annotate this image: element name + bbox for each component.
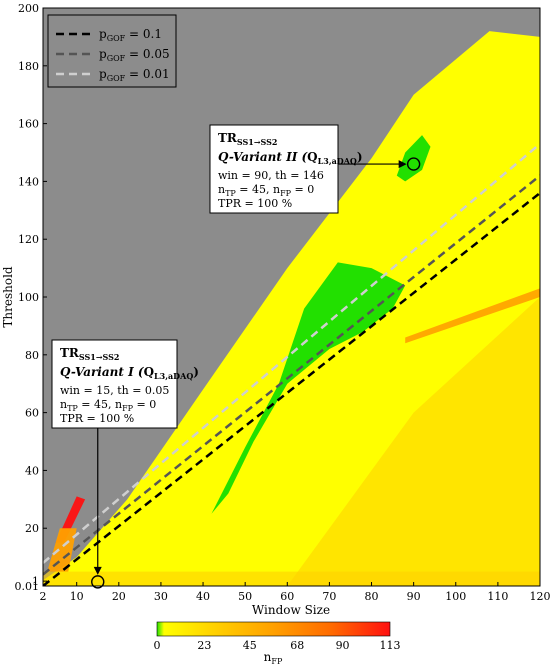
annotation-upper-title: TRSS1→SS2 [218, 131, 278, 147]
y-axis-label: Threshold [1, 266, 15, 328]
x-tick-label-12: 120 [530, 590, 550, 603]
colorbar-tick-label-1: 23 [197, 639, 211, 652]
annotation-lower-title: TRSS1→SS2 [60, 346, 120, 362]
y-tick-label-5: 80 [25, 349, 39, 362]
annotation-upper-box [209, 124, 339, 214]
x-tick-label-11: 110 [487, 590, 508, 603]
x-tick-label-0: 2 [40, 590, 47, 603]
legend-label-1: pGOF = 0.05 [99, 47, 170, 63]
series-lines [43, 142, 540, 586]
colorbar-tick-label-2: 45 [243, 639, 257, 652]
colorbar-tick-label-3: 68 [290, 639, 304, 652]
y-tick-label-2: 20 [25, 522, 39, 535]
colorbar-label: nFP [264, 650, 283, 666]
x-tick-label-8: 80 [365, 590, 379, 603]
region-green [211, 262, 406, 514]
y-tick-label-7: 120 [18, 233, 39, 246]
region-bottom-band [43, 571, 540, 586]
y-tick-label-3: 40 [25, 464, 39, 477]
annotation-lower-line2: nTP = 45, nFP = 0 [60, 398, 156, 413]
colorbar: 0 23 45 68 90 113 nFP [154, 621, 401, 666]
y-tick-label-1: 1 [32, 575, 39, 588]
annotation-lower-marker [91, 575, 105, 589]
annotation-upper-marker [406, 157, 421, 171]
y-tick-label-8: 140 [18, 175, 39, 188]
x-tick-label-2: 20 [112, 590, 126, 603]
y-tick-label-9: 160 [18, 118, 39, 131]
series-line-1 [43, 174, 540, 576]
x-tick-label-3: 30 [154, 590, 168, 603]
x-tick-label-5: 50 [238, 590, 252, 603]
x-axis-label: Window Size [252, 603, 330, 617]
x-tick-label-9: 90 [407, 590, 421, 603]
annotation-upper-line3: TPR = 100 % [218, 197, 292, 210]
x-tick-label-6: 60 [280, 590, 294, 603]
annotation-lower-variant: Q-Variant I (QL3,aDAQ) [60, 365, 199, 381]
colorbar-ticks: 0 23 45 68 90 113 [154, 639, 401, 652]
region-orange-patch [47, 528, 77, 572]
annotation-lower-arrowhead [93, 566, 102, 575]
colorbar-bar [156, 621, 391, 637]
legend-label-2: pGOF = 0.01 [99, 67, 170, 83]
y-tick-label-0: 0.01 [15, 580, 40, 593]
region-orange-streak [405, 288, 540, 344]
annotation-lower-box [51, 339, 178, 429]
y-tick-label-10: 180 [18, 60, 39, 73]
y-tick-label-11: 200 [18, 2, 39, 15]
region-yellow-orange [287, 297, 540, 586]
y-tick-label-4: 60 [25, 407, 39, 420]
annotation-lower-line3: TPR = 100 % [60, 412, 134, 425]
x-tick-label-4: 40 [196, 590, 210, 603]
annotation-upper: TRSS1→SS2 Q-Variant II (QL3,aDAQ) win = … [209, 124, 421, 214]
annotation-lower: TRSS1→SS2 Q-Variant I (QL3,aDAQ) win = 1… [51, 339, 199, 589]
annotation-upper-line1: win = 90, th = 146 [218, 169, 324, 182]
x-tick-label-1: 10 [70, 590, 84, 603]
annotation-upper-variant: Q-Variant II (QL3,aDAQ) [218, 150, 363, 166]
y-tick-label-6: 100 [18, 291, 39, 304]
annotation-lower-line1: win = 15, th = 0.05 [60, 384, 169, 397]
colorbar-tick-label-4: 90 [336, 639, 350, 652]
legend-label-0: pGOF = 0.1 [99, 27, 162, 43]
x-tick-label-7: 70 [322, 590, 336, 603]
series-line-0 [43, 191, 540, 586]
annotation-upper-line2: nTP = 45, nFP = 0 [218, 183, 314, 198]
x-tick-label-10: 100 [445, 590, 466, 603]
legend: pGOF = 0.1 pGOF = 0.05 pGOF = 0.01 [47, 14, 177, 88]
annotation-upper-arrowhead [398, 160, 407, 169]
x-axis-ticks: 2 10 20 30 40 50 60 70 80 90 100 110 120 [40, 582, 550, 603]
colorbar-tick-label-5: 113 [380, 639, 401, 652]
colorbar-tick-label-0: 0 [154, 639, 161, 652]
series-line-2 [43, 142, 540, 564]
